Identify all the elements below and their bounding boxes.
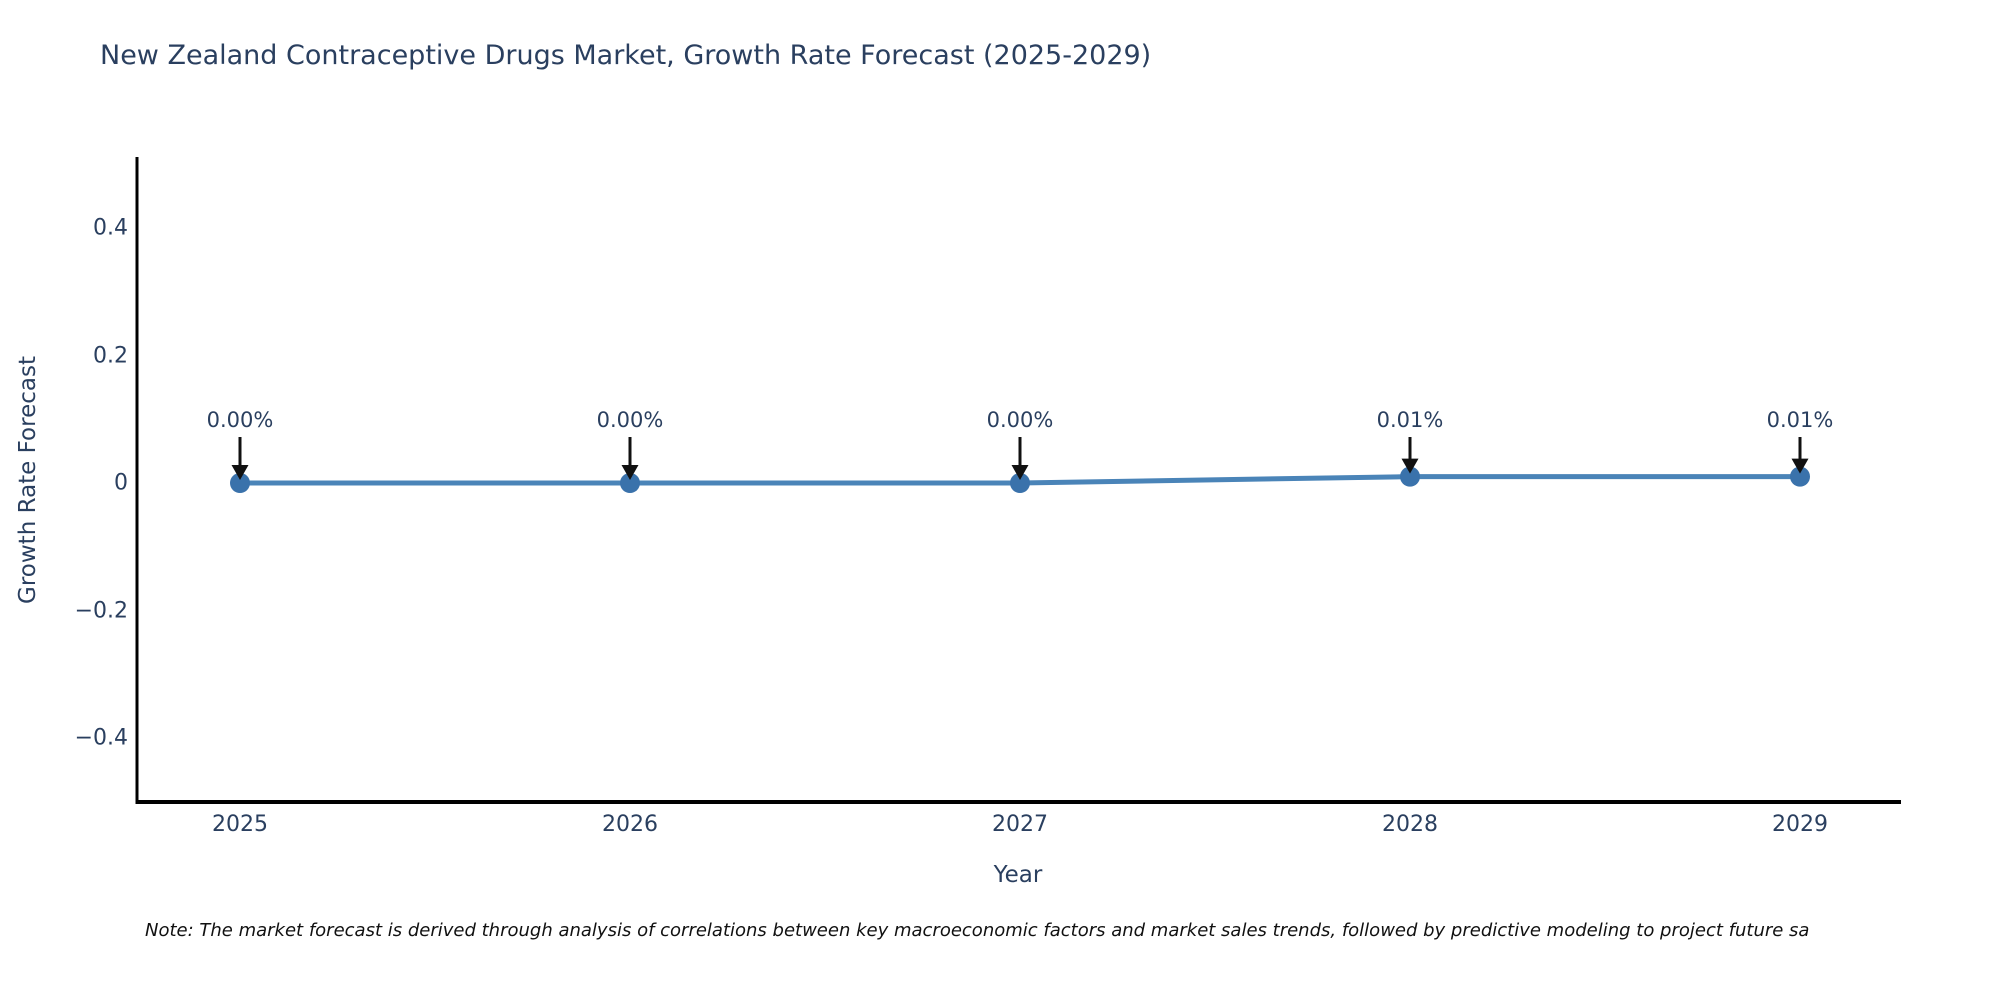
x-tick-label: 2029 — [1772, 812, 1828, 837]
annotation-label: 0.00% — [206, 408, 274, 432]
x-axis-title: Year — [993, 862, 1043, 888]
annotation-arrowhead — [1791, 458, 1809, 474]
annotation-arrowhead — [1011, 465, 1029, 480]
series-layer — [230, 466, 1810, 493]
annotation-arrow-layer — [231, 437, 1809, 480]
x-tick-label: 2028 — [1382, 812, 1438, 837]
data-point-marker[interactable] — [1790, 466, 1810, 487]
annotation-label: 0.01% — [1766, 408, 1834, 432]
x-tick-label: 2027 — [992, 812, 1048, 837]
annotation-label: 0.00% — [596, 408, 664, 432]
data-point-marker[interactable] — [230, 473, 250, 493]
footnote: Note: The market forecast is derived thr… — [145, 920, 1810, 941]
chart-title: New Zealand Contraceptive Drugs Market, … — [100, 40, 1152, 71]
y-tick-label: 0.2 — [93, 343, 128, 368]
y-tick-label: −0.4 — [74, 725, 128, 751]
y-tick-label: 0.4 — [93, 215, 128, 241]
x-tick-label: 2025 — [212, 812, 268, 837]
data-point-marker[interactable] — [1400, 466, 1420, 487]
annotation-label: 0.01% — [1376, 408, 1444, 432]
x-tick-label: 2026 — [602, 812, 658, 837]
y-tick-label: 0 — [114, 470, 128, 496]
y-tick-label: −0.2 — [74, 598, 128, 623]
annotation-arrowhead — [231, 465, 249, 480]
data-point-marker[interactable] — [620, 473, 640, 493]
annotation-label: 0.00% — [986, 408, 1054, 432]
annotation-arrowhead — [621, 465, 639, 480]
annotation-arrowhead — [1401, 458, 1419, 474]
data-point-marker[interactable] — [1010, 473, 1030, 493]
